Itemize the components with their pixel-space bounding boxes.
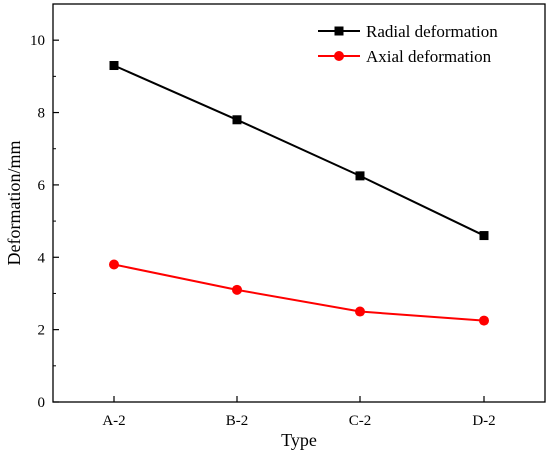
legend: Radial deformation Axial deformation [318,22,498,66]
series-line [113,64,485,237]
legend-label: Radial deformation [366,22,498,41]
data-point [232,284,242,295]
y-tick-label: 8 [38,106,46,122]
x-tick-label: B-2 [226,413,249,429]
series-layer [109,61,489,326]
y-tick-label: 4 [38,250,46,266]
data-point [355,306,365,317]
x-tick-label: A-2 [102,413,125,429]
y-tick-label: 0 [38,395,46,411]
x-tick-label: D-2 [472,413,495,429]
series [109,61,489,241]
legend-marker [334,26,344,36]
y-tick-label: 6 [38,178,46,194]
series-line [113,263,485,322]
legend-label: Axial deformation [366,47,492,66]
data-point [479,231,489,241]
legend-item: Radial deformation [318,22,498,41]
legend-item: Axial deformation [318,47,492,66]
data-point [479,315,489,326]
data-point [109,259,119,270]
data-point [232,115,242,125]
plot-frame [52,3,546,403]
x-axis: A-2 B-2 C-2 D-2 [102,396,496,429]
x-tick-label: C-2 [349,413,372,429]
y-tick-label: 2 [38,323,46,339]
y-axis: 0 2 4 6 8 10 [30,33,59,411]
x-axis-title: Type [281,430,317,450]
y-axis-title: Deformation/mm [4,141,24,266]
legend-marker [334,51,344,61]
y-tick-label: 10 [30,33,45,49]
data-point [355,171,365,181]
series [109,259,489,326]
data-point [109,61,119,71]
